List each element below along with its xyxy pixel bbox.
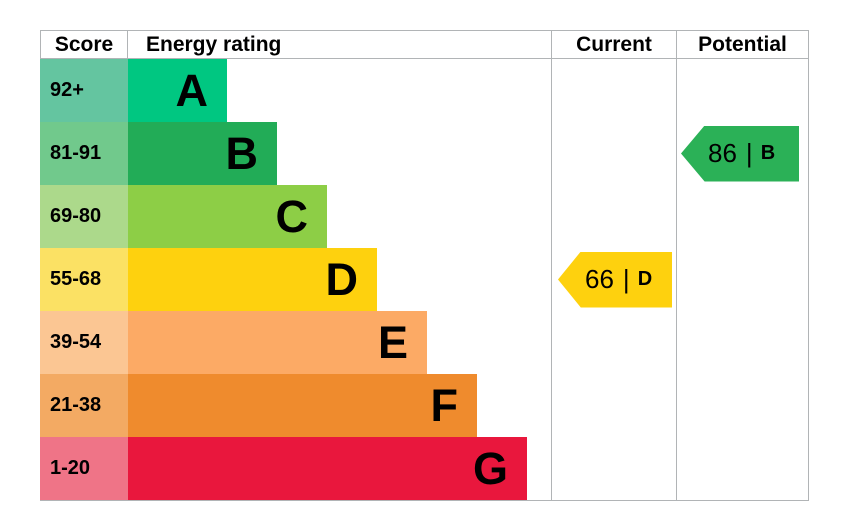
potential-cell xyxy=(676,59,809,122)
rating-bar: E xyxy=(128,311,427,374)
bar-area: C xyxy=(128,185,551,248)
band-letter: F xyxy=(430,379,459,431)
current-cell xyxy=(551,122,676,185)
band-letter: D xyxy=(325,253,359,305)
potential-cell xyxy=(676,248,809,311)
bar-area: G xyxy=(128,437,551,500)
band-row: 21-38 F xyxy=(40,374,809,437)
score-cell: 1-20 xyxy=(40,437,128,500)
band-row: 1-20 G xyxy=(40,437,809,500)
rating-bar: A xyxy=(128,59,227,122)
potential-cell xyxy=(676,374,809,437)
band-row: 92+ A xyxy=(40,59,809,122)
score-cell: 55-68 xyxy=(40,248,128,311)
potential-score-value: 86 xyxy=(708,138,737,168)
header-energy-rating: Energy rating xyxy=(146,33,282,56)
band-letter: G xyxy=(472,442,508,494)
potential-cell xyxy=(676,185,809,248)
bar-area: B xyxy=(128,122,551,185)
bar-area: E xyxy=(128,311,551,374)
current-arrow: 66 | D xyxy=(558,251,672,308)
epc-table: Score Energy rating Current Potential 92… xyxy=(40,30,809,501)
header-potential: Potential xyxy=(676,31,809,58)
band-row: 81-91 B 86 | B xyxy=(40,122,809,185)
band-letter: C xyxy=(275,190,309,242)
bar-area: F xyxy=(128,374,551,437)
current-band-letter: D xyxy=(637,268,653,290)
header-current: Current xyxy=(551,31,676,58)
band-row: 69-80 C xyxy=(40,185,809,248)
current-cell xyxy=(551,59,676,122)
arrow-separator: | xyxy=(745,138,753,168)
score-cell: 69-80 xyxy=(40,185,128,248)
band-letter: E xyxy=(377,316,408,368)
score-cell: 21-38 xyxy=(40,374,128,437)
current-cell xyxy=(551,437,676,500)
score-cell: 39-54 xyxy=(40,311,128,374)
band-letter: B xyxy=(225,127,259,179)
potential-cell xyxy=(676,437,809,500)
rating-bar: D xyxy=(128,248,377,311)
rating-bar: C xyxy=(128,185,327,248)
header-score: Score xyxy=(40,31,128,58)
band-letter: A xyxy=(175,64,209,116)
current-cell xyxy=(551,374,676,437)
current-cell: 66 | D xyxy=(551,248,676,311)
potential-cell: 86 | B xyxy=(676,122,809,185)
score-cell: 81-91 xyxy=(40,122,128,185)
current-cell xyxy=(551,311,676,374)
potential-band-letter: B xyxy=(760,142,776,164)
band-row: 39-54 E xyxy=(40,311,809,374)
potential-cell xyxy=(676,311,809,374)
header-row: Score Energy rating Current Potential xyxy=(40,30,809,59)
rating-bar: G xyxy=(128,437,527,500)
score-cell: 92+ xyxy=(40,59,128,122)
current-score-value: 66 xyxy=(585,264,614,294)
band-row: 55-68 D 66 | D xyxy=(40,248,809,311)
rating-bar: B xyxy=(128,122,277,185)
current-cell xyxy=(551,185,676,248)
bar-area: D xyxy=(128,248,551,311)
potential-arrow: 86 | B xyxy=(681,125,799,182)
rating-bar: F xyxy=(128,374,477,437)
arrow-separator: | xyxy=(622,264,630,294)
bar-area: A xyxy=(128,59,551,122)
